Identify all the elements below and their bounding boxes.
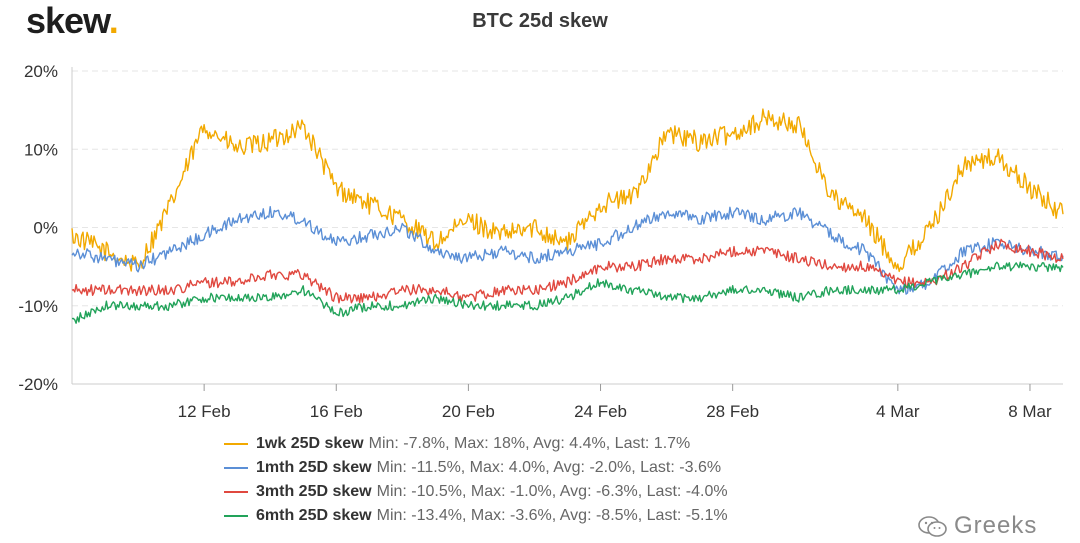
legend-item[interactable]: 6mth 25D skew Min: -13.4%, Max: -3.6%, Av… (224, 504, 728, 528)
series-line-3 (71, 238, 1064, 304)
legend-swatch (224, 467, 248, 469)
legend-swatch (224, 443, 248, 445)
legend-series-name: 1wk 25D skew (256, 435, 364, 452)
legend-series-name: 6mth 25D skew (256, 507, 372, 524)
axis-layer: 20% 10% 0% -10% -20% 12 Feb 16 Feb 20 Feb 24 Feb… (18, 62, 1052, 421)
x-tick-label: 8 Mar (1008, 402, 1052, 421)
legend-series-stats: Min: -13.4%, Max: -3.6%, Avg: -8.5%, Las… (376, 507, 728, 524)
legend-series-stats: Min: -11.5%, Max: 4.0%, Avg: -2.0%, Last… (376, 459, 722, 476)
series-line-4 (71, 261, 1064, 324)
legend-series-stats: Min: -7.8%, Max: 18%, Avg: 4.4%, Last: 1… (368, 435, 691, 452)
x-tick-label: 28 Feb (706, 402, 759, 421)
y-tick-label: 10% (24, 140, 58, 159)
y-tick-label: -10% (18, 297, 58, 316)
y-tick-label: -20% (18, 375, 58, 394)
legend-series-stats: Min: -10.5%, Max: -1.0%, Avg: -6.3%, Las… (376, 483, 728, 500)
legend-series-name: 1mth 25D skew (256, 459, 372, 476)
legend-item[interactable]: 1wk 25D skew Min: -7.8%, Max: 18%, Avg: 4… (224, 432, 728, 456)
x-tick-label: 24 Feb (574, 402, 627, 421)
legend-swatch (224, 491, 248, 493)
y-tick-label: 20% (24, 62, 58, 81)
x-tick-label: 20 Feb (442, 402, 495, 421)
legend-item[interactable]: 1mth 25D skew Min: -11.5%, Max: 4.0%, Avg… (224, 456, 728, 480)
logo-text: skew (26, 0, 110, 41)
wechat-icon (918, 515, 947, 537)
x-tick-label: 4 Mar (876, 402, 920, 421)
watermark-text: Greeks (954, 512, 1038, 539)
y-tick-label: 0% (33, 219, 58, 238)
grid-layer (72, 70, 1063, 385)
legend-swatch (224, 515, 248, 517)
series-line-1 (71, 108, 1064, 273)
legend-item[interactable]: 3mth 25D skew Min: -10.5%, Max: -1.0%, Av… (224, 480, 728, 504)
chart-legend: 1wk 25D skew Min: -7.8%, Max: 18%, Avg: 4… (224, 432, 728, 528)
series-line-2 (71, 205, 1064, 295)
logo-dot: . (108, 0, 119, 41)
legend-series-name: 3mth 25D skew (256, 483, 372, 500)
x-tick-label: 16 Feb (310, 402, 363, 421)
skew-logo: skew. (26, 0, 119, 42)
x-tick-label: 12 Feb (178, 402, 231, 421)
chart-title: BTC 25d skew (472, 10, 608, 32)
watermark: Greeks (918, 512, 1037, 540)
series-layer (71, 108, 1064, 324)
